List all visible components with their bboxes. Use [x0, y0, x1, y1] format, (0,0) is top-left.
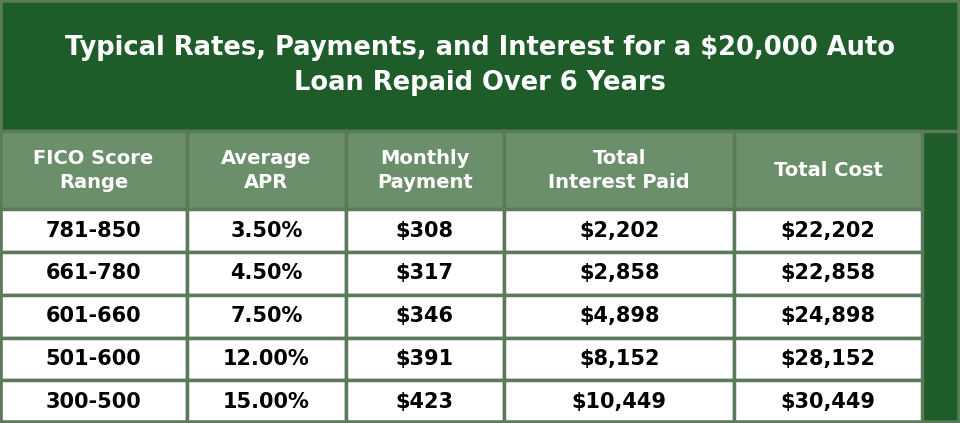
Bar	[734, 380, 922, 423]
Bar	[734, 252, 922, 295]
Bar	[504, 209, 734, 252]
Text: 501-600: 501-600	[46, 349, 141, 369]
Bar	[346, 338, 504, 380]
Bar	[187, 209, 346, 252]
Text: $22,202: $22,202	[780, 221, 876, 241]
Text: $8,152: $8,152	[579, 349, 660, 369]
Text: Total Cost: Total Cost	[774, 161, 882, 180]
Bar	[0, 0, 960, 131]
Bar	[504, 338, 734, 380]
Text: 7.50%: 7.50%	[230, 306, 302, 326]
Bar	[0, 380, 187, 423]
Bar	[187, 338, 346, 380]
Text: Monthly
Payment: Monthly Payment	[377, 149, 472, 192]
Bar	[187, 252, 346, 295]
Bar	[0, 252, 187, 295]
Text: $22,858: $22,858	[780, 264, 876, 283]
Text: 3.50%: 3.50%	[230, 221, 302, 241]
Bar	[504, 295, 734, 338]
Text: 15.00%: 15.00%	[223, 392, 310, 412]
Bar	[734, 338, 922, 380]
Text: 781-850: 781-850	[46, 221, 141, 241]
Bar	[346, 131, 504, 209]
Bar	[504, 380, 734, 423]
Text: $391: $391	[396, 349, 454, 369]
Bar	[346, 209, 504, 252]
Text: $4,898: $4,898	[579, 306, 660, 326]
Text: $30,449: $30,449	[780, 392, 876, 412]
Text: $2,202: $2,202	[579, 221, 660, 241]
Text: 4.50%: 4.50%	[230, 264, 302, 283]
Text: 601-660: 601-660	[46, 306, 141, 326]
Text: 661-780: 661-780	[46, 264, 141, 283]
Bar	[346, 295, 504, 338]
Text: 300-500: 300-500	[46, 392, 141, 412]
Bar	[0, 131, 187, 209]
Text: $10,449: $10,449	[572, 392, 666, 412]
Bar	[346, 252, 504, 295]
Text: $2,858: $2,858	[579, 264, 660, 283]
Text: $24,898: $24,898	[780, 306, 876, 326]
Text: Typical Rates, Payments, and Interest for a $20,000 Auto
Loan Repaid Over 6 Year: Typical Rates, Payments, and Interest fo…	[65, 35, 895, 96]
Text: Total
Interest Paid: Total Interest Paid	[548, 149, 690, 192]
Text: $423: $423	[396, 392, 454, 412]
Bar	[734, 295, 922, 338]
Text: $346: $346	[396, 306, 454, 326]
Text: $317: $317	[396, 264, 454, 283]
Bar	[346, 380, 504, 423]
Bar	[734, 209, 922, 252]
Bar	[187, 295, 346, 338]
Bar	[504, 252, 734, 295]
Bar	[0, 295, 187, 338]
Bar	[187, 380, 346, 423]
Bar	[734, 131, 922, 209]
Text: $308: $308	[396, 221, 454, 241]
Text: FICO Score
Range: FICO Score Range	[34, 149, 154, 192]
Text: Average
APR: Average APR	[221, 149, 312, 192]
Bar	[0, 209, 187, 252]
Bar	[504, 131, 734, 209]
Text: 12.00%: 12.00%	[223, 349, 310, 369]
Text: $28,152: $28,152	[780, 349, 876, 369]
Bar	[187, 131, 346, 209]
Bar	[0, 338, 187, 380]
